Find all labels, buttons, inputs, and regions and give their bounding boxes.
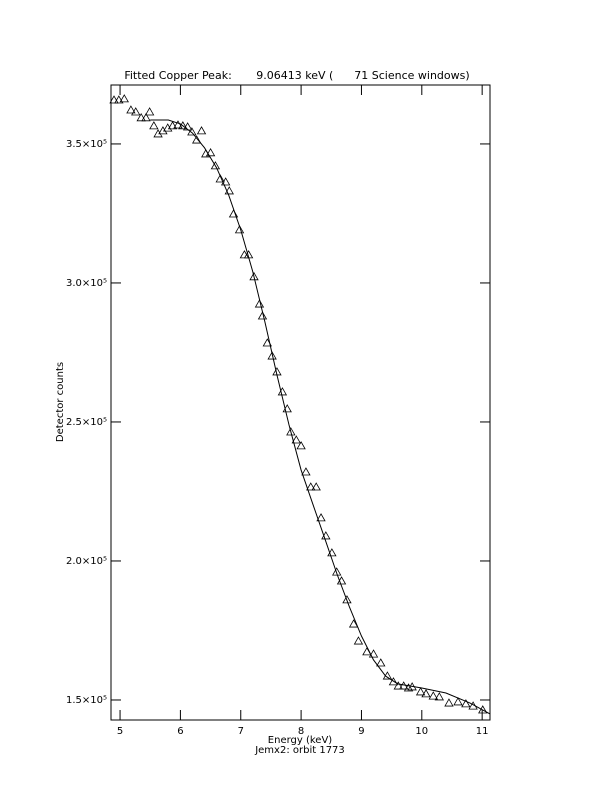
data-point (153, 129, 163, 138)
data-point (461, 699, 471, 708)
data-point (178, 121, 188, 130)
data-point (158, 126, 168, 135)
data-point (173, 120, 183, 129)
data-point (249, 272, 259, 281)
footer: Jemx2: orbit 1773 (254, 745, 345, 756)
data-point (348, 619, 359, 628)
data-point (205, 148, 216, 157)
data-point (136, 112, 146, 122)
data-point (428, 691, 438, 700)
x-tick-label: 9 (358, 726, 364, 737)
x-tick-label: 10 (415, 726, 428, 737)
y-tick-label: 2.0×10⁵ (66, 556, 107, 567)
y-tick-label: 3.5×10⁵ (66, 139, 107, 150)
data-point (220, 177, 231, 186)
fit-line (150, 119, 491, 715)
y-tick-label: 3.0×10⁵ (66, 278, 107, 289)
data-point (316, 513, 326, 522)
data-point (415, 687, 426, 696)
data-point (149, 121, 159, 130)
x-axis-label: Energy (keV) (268, 735, 333, 746)
y-tick-label: 1.5×10⁵ (66, 695, 107, 706)
x-tick-label: 5 (117, 726, 123, 737)
data-point (224, 186, 234, 195)
data-point (368, 649, 379, 658)
data-point (215, 174, 225, 183)
data-point (291, 435, 301, 444)
x-tick-label: 7 (238, 726, 244, 737)
x-tick-label: 8 (298, 726, 304, 737)
y-axis-label: Detector counts (55, 362, 66, 442)
data-point (254, 299, 265, 308)
data-point (210, 161, 221, 170)
data-point (126, 105, 136, 114)
data-point (196, 126, 207, 135)
data-point (353, 636, 364, 645)
data-point (257, 311, 268, 320)
plot-frame (110, 84, 491, 721)
data-point (296, 441, 306, 450)
data-point (453, 697, 463, 706)
data-point (301, 467, 311, 476)
data-point (311, 482, 321, 491)
data-point (342, 595, 352, 604)
data-point (167, 121, 178, 130)
x-tick-label: 6 (177, 726, 183, 737)
data-point (119, 94, 129, 103)
data-point (388, 677, 399, 686)
data-point (393, 681, 403, 690)
data-point (478, 705, 488, 714)
data-point (434, 692, 444, 701)
data-point (376, 658, 386, 667)
data-point (444, 698, 454, 707)
data-point (141, 112, 151, 122)
data-point (114, 95, 124, 104)
data-point (192, 135, 202, 144)
data-point (286, 427, 296, 436)
x-tick-label: 11 (476, 726, 489, 737)
data-point (267, 351, 277, 360)
data-point (332, 567, 342, 576)
y-tick-label: 2.5×10⁵ (66, 417, 107, 428)
data-point (234, 225, 245, 234)
data-point (421, 689, 431, 698)
data-point (144, 107, 155, 116)
data-point (403, 683, 414, 692)
data-point (131, 107, 141, 116)
data-point (277, 387, 288, 396)
chart-title: Fitted Copper Peak: 9.06413 keV ( 71 Sci… (124, 69, 469, 82)
data-point (109, 95, 119, 104)
data-point (306, 482, 316, 491)
